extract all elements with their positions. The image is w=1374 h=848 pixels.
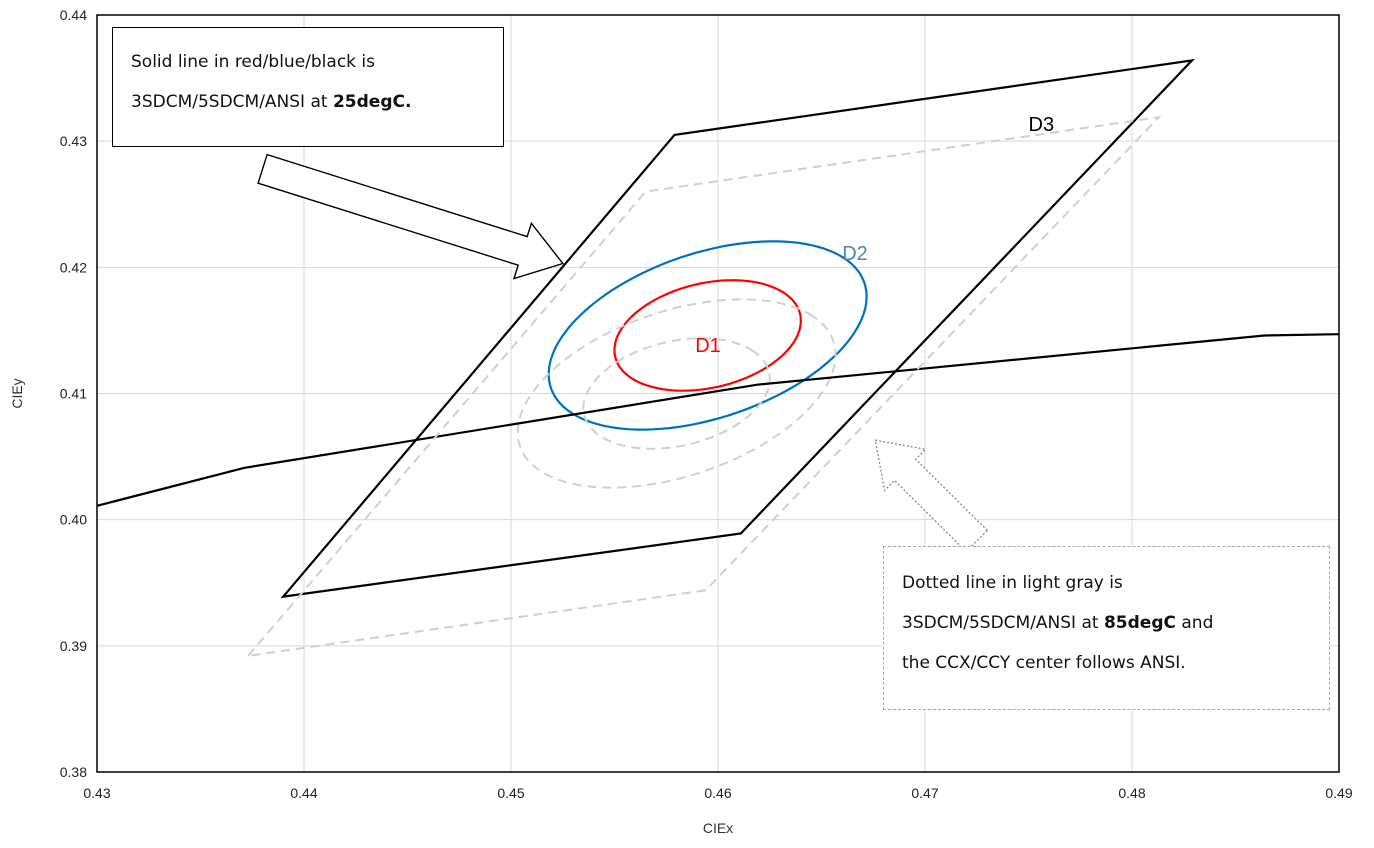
ellipse-85degc (516, 298, 837, 489)
quadrangle-85degc (245, 115, 1162, 658)
y-tick-label: 0.41 (60, 386, 87, 402)
arrow-layer (257, 153, 989, 553)
x-tick-label: 0.48 (1118, 785, 1145, 801)
region-label-d2: D2 (842, 243, 868, 265)
y-axis-label: CIEy (9, 378, 25, 408)
dotted-note-line-2-text: 3SDCM/5SDCM/ANSI at (902, 613, 1104, 633)
solid-note-line-2-text: 3SDCM/5SDCM/ANSI at (131, 92, 333, 112)
ellipse-d2 (547, 240, 868, 431)
x-axis-label: CIEx (703, 820, 733, 836)
tick-labels: 0.43 0.44 0.45 0.46 0.47 0.48 0.49 0.38 0.39 0.40… (60, 7, 1353, 801)
y-tick-label: 0.39 (60, 638, 87, 654)
solid-line-note: Solid line in red/blue/black is 3SDCM/5S… (112, 27, 504, 147)
dotted-note-line-1: Dotted line in light gray is (902, 573, 1123, 593)
region-label-d1: D1 (695, 335, 721, 357)
solid-note-line-1: Solid line in red/blue/black is (131, 52, 375, 72)
y-tick-label: 0.38 (60, 764, 87, 780)
dotted-note-line-3: the CCX/CCY center follows ANSI. (902, 653, 1186, 673)
y-tick-label: 0.43 (60, 133, 87, 149)
x-tick-label: 0.46 (704, 785, 731, 801)
data-layer (96, 58, 1340, 658)
ellipse-85degc (582, 337, 771, 450)
region-labels: D1 D2 D3 (695, 114, 1054, 357)
dotted-note-line-2-end: and (1175, 613, 1214, 633)
planckian-line (96, 333, 1340, 507)
dotted-line-note: Dotted line in light gray is 3SDCM/5SDCM… (883, 546, 1330, 710)
x-tick-label: 0.43 (83, 785, 110, 801)
y-tick-label: 0.44 (60, 7, 87, 23)
quadrangle-d3 (280, 58, 1195, 599)
arrow-dotted (874, 439, 989, 553)
x-tick-label: 0.44 (290, 785, 317, 801)
arrow-solid (257, 153, 564, 280)
ellipse-d1 (613, 279, 802, 392)
y-tick-label: 0.42 (60, 259, 87, 275)
x-tick-label: 0.45 (497, 785, 524, 801)
dotted-note-line-2: 3SDCM/5SDCM/ANSI at 85degC and (902, 603, 1311, 643)
x-tick-label: 0.49 (1325, 785, 1352, 801)
x-tick-label: 0.47 (911, 785, 938, 801)
solid-note-temp: 25degC. (332, 92, 412, 112)
y-tick-label: 0.40 (60, 512, 87, 528)
solid-note-line-2: 3SDCM/5SDCM/ANSI at 25degC. (131, 82, 485, 122)
region-label-d3: D3 (1029, 114, 1055, 136)
dotted-note-temp: 85degC (1103, 613, 1176, 633)
plot-frame (96, 14, 1340, 773)
